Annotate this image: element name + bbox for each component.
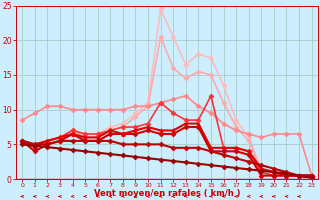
X-axis label: Vent moyen/en rafales ( km/h ): Vent moyen/en rafales ( km/h ) xyxy=(94,189,240,198)
